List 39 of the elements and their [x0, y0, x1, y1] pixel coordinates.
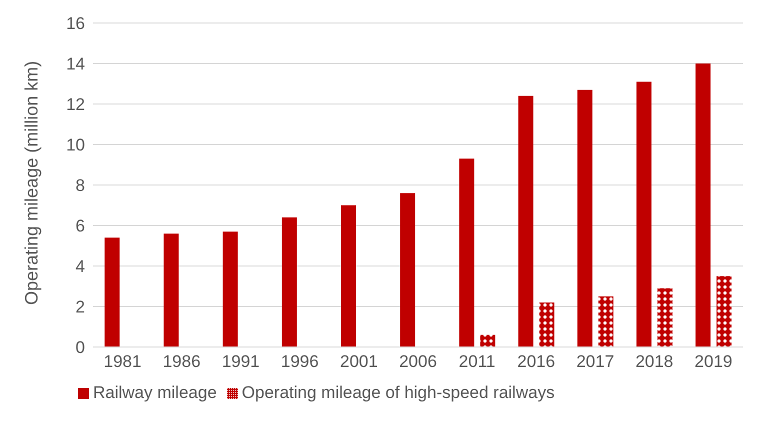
y-tick-label: 2	[76, 298, 85, 317]
bar	[598, 296, 614, 347]
bar	[222, 232, 238, 347]
legend-label: Operating mileage of high-speed railways	[242, 383, 555, 402]
y-axis-title: Operating mileage (million km)	[21, 60, 42, 305]
bar	[104, 238, 120, 347]
x-tick-label: 1991	[222, 352, 260, 372]
bar	[636, 82, 652, 347]
bar	[480, 334, 496, 347]
y-tick-label: 0	[76, 338, 85, 358]
x-tick-label: 2006	[399, 352, 437, 372]
x-tick-label: 2019	[694, 352, 732, 372]
bar	[539, 302, 554, 347]
bar	[400, 193, 416, 347]
x-tick-label: 1996	[280, 352, 319, 372]
x-tick-label: 2001	[340, 352, 378, 372]
y-tick-label: 14	[66, 54, 85, 74]
y-tick-label: 4	[76, 257, 85, 276]
bar	[657, 288, 672, 347]
legend-label: Railway mileage	[93, 383, 217, 402]
bar	[577, 90, 592, 347]
y-tick-label: 10	[66, 136, 85, 155]
bar	[518, 96, 534, 347]
x-tick-label: 2016	[517, 352, 556, 372]
bar	[716, 276, 732, 347]
y-tick-label: 8	[76, 176, 85, 196]
bar	[341, 205, 356, 347]
y-tick-label: 16	[66, 14, 85, 34]
x-tick-label: 2011	[458, 352, 496, 372]
x-tick-label: 1986	[162, 352, 201, 372]
y-tick-label: 12	[66, 95, 85, 114]
x-tick-label: 2018	[635, 352, 674, 372]
bar	[282, 217, 297, 347]
x-tick-label: 1981	[104, 352, 142, 372]
bar	[696, 64, 711, 347]
y-tick-label: 6	[76, 216, 85, 236]
bar	[459, 158, 474, 347]
bar	[164, 234, 179, 347]
x-tick-label: 2017	[576, 352, 614, 372]
